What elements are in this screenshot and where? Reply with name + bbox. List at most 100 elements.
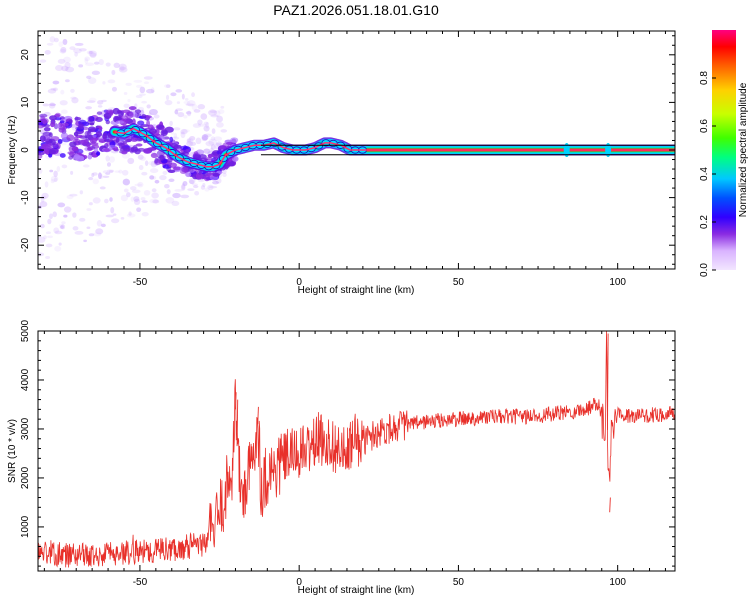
noise-blob [180, 131, 185, 135]
noise-blob [54, 245, 62, 252]
spectral-blob [218, 145, 228, 150]
noise-blob [47, 88, 57, 94]
top-x-axis-label: Height of straight line (km) [298, 285, 415, 296]
noise-blob [49, 213, 53, 220]
noise-blob [195, 137, 202, 145]
noise-blob [40, 223, 45, 229]
spectral-blob [141, 114, 147, 119]
x-tick-label: 0 [296, 577, 302, 588]
noise-blob [38, 252, 45, 257]
colorbar [712, 30, 736, 270]
noise-blob [186, 137, 194, 144]
noise-blob [45, 231, 51, 235]
spectral-blob [90, 142, 99, 146]
noise-blob [143, 76, 153, 80]
noise-blob [131, 189, 141, 194]
noise-blob [70, 88, 75, 93]
noise-blob [58, 223, 65, 227]
spectral-blob [124, 111, 134, 119]
noise-blob [39, 201, 48, 208]
noise-blob [114, 170, 120, 173]
noise-blob [57, 202, 66, 208]
noise-blob [39, 59, 47, 63]
noise-blob [138, 164, 144, 171]
noise-blob [85, 62, 95, 67]
noise-blob [53, 177, 58, 182]
x-tick-label: 0 [296, 277, 302, 288]
spectral-blob [88, 152, 94, 156]
spectral-blob [205, 157, 213, 161]
noise-blob [59, 48, 67, 54]
noise-blob [86, 226, 91, 229]
spectral-blob [89, 138, 94, 144]
noise-blob [88, 233, 95, 237]
noise-blob [210, 144, 216, 151]
noise-blob [83, 164, 90, 168]
noise-blob [128, 211, 132, 216]
noise-blob [95, 228, 104, 235]
noise-blob [203, 133, 212, 138]
noise-blob [191, 92, 195, 98]
noise-blob [118, 169, 123, 174]
spectral-blob [56, 123, 61, 129]
y-tick-label: 1000 [20, 515, 31, 538]
spectral-blob [88, 126, 96, 132]
x-tick-label: -50 [133, 577, 148, 588]
noise-blob [140, 156, 146, 161]
noise-blob [181, 93, 185, 100]
noise-blob [152, 199, 160, 204]
noise-blob [220, 105, 225, 109]
noise-blob [137, 154, 144, 160]
noise-blob [149, 175, 155, 180]
noise-blob [65, 79, 70, 83]
noise-blob [175, 108, 184, 111]
y-tick-label: 4000 [20, 368, 31, 391]
ridge-accent [563, 143, 570, 157]
noise-blob [93, 232, 102, 237]
spectral-blob [48, 149, 57, 155]
noise-blob [111, 86, 117, 92]
spectral-blob [95, 116, 103, 123]
spectral-blob [161, 130, 168, 135]
noise-blob [186, 140, 194, 147]
noise-blob [113, 62, 120, 69]
noise-blob [130, 196, 135, 202]
spectral-blob [181, 166, 189, 173]
spectral-blob [43, 127, 51, 132]
noise-blob [176, 101, 181, 105]
noise-blob [140, 197, 146, 201]
noise-blob [222, 169, 227, 174]
noise-blob [180, 128, 188, 135]
noise-blob [127, 157, 135, 165]
top-axes: -50 0 50 100 -20 -10 0 10 20 [20, 31, 675, 288]
noise-blob [143, 190, 151, 196]
x-tick-label: 100 [609, 577, 626, 588]
noise-blob [45, 255, 51, 259]
noise-blob [204, 187, 210, 192]
noise-blob [63, 214, 68, 218]
noise-blob [194, 191, 200, 196]
spectral-blob [39, 135, 46, 142]
noise-blob [74, 230, 84, 235]
spectral-blob [80, 139, 89, 146]
noise-blob [111, 69, 116, 76]
spectral-blob [74, 116, 82, 121]
noise-blob [135, 94, 143, 99]
colorbar-tick-label: 0.0 [699, 263, 710, 277]
spectral-blob [203, 174, 211, 182]
noise-blob [139, 93, 146, 96]
noise-blob [189, 141, 197, 146]
noise-blob [50, 175, 59, 182]
noise-blob [118, 63, 127, 71]
noise-blob [183, 100, 191, 105]
noise-blob [222, 172, 227, 177]
spectral-blob [102, 133, 107, 140]
noise-blob [86, 75, 92, 79]
spectral-blob [115, 120, 124, 124]
noise-blob [122, 169, 129, 176]
noise-blob [202, 182, 206, 188]
y-tick-label: -10 [20, 190, 31, 205]
noise-blob [174, 188, 183, 192]
noise-blob [84, 56, 90, 62]
